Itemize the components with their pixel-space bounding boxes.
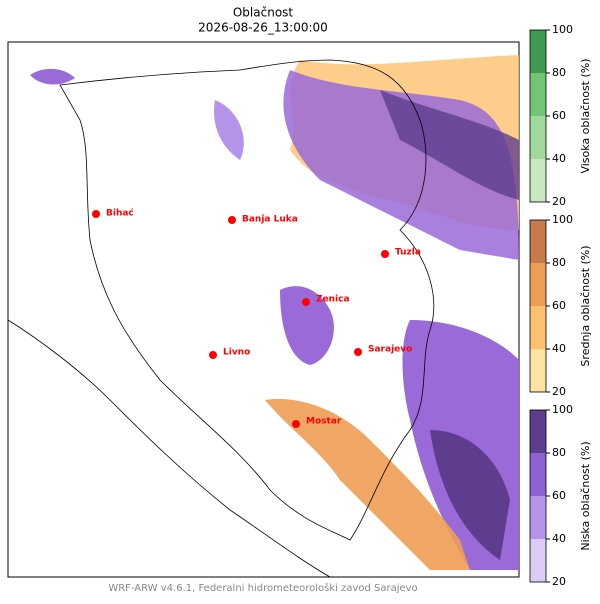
footer: WRF-ARW v4.6.1, Federalni hidrometeorolo… xyxy=(108,582,417,594)
colorbar-tick-label: 100 xyxy=(552,403,573,416)
colorbar-tick-label: 40 xyxy=(552,342,566,355)
title: Oblačnost xyxy=(233,6,294,20)
colorbar-band xyxy=(530,539,546,582)
colorbar-band xyxy=(530,220,546,263)
city-marker xyxy=(92,210,100,218)
colorbar-band xyxy=(530,116,546,159)
city-label: Sarajevo xyxy=(368,345,412,355)
city-marker xyxy=(292,420,300,428)
colorbar-tick-label: 40 xyxy=(552,532,566,545)
colorbar-tick-label: 80 xyxy=(552,446,566,459)
low-cloud-dense xyxy=(430,430,510,560)
city-marker xyxy=(302,298,310,306)
colorbar-tick-label: 60 xyxy=(552,109,566,122)
colorbar-tick-label: 20 xyxy=(552,575,566,588)
low-cloud-dense xyxy=(380,90,519,200)
colorbar-tick-label: 60 xyxy=(552,489,566,502)
city-marker xyxy=(228,216,236,224)
city-label: Mostar xyxy=(306,417,342,427)
colorbar-tick-label: 80 xyxy=(552,256,566,269)
colorbar-band xyxy=(530,496,546,539)
colorbar-band xyxy=(530,159,546,202)
city-marker xyxy=(381,250,389,258)
low-cloud xyxy=(30,68,75,85)
colorbar-band xyxy=(530,73,546,116)
colorbar-band xyxy=(530,453,546,496)
colorbar-tick-label: 100 xyxy=(552,213,573,226)
colorbar-band xyxy=(530,263,546,306)
colorbar-tick-label: 80 xyxy=(552,66,566,79)
colorbar-tick-label: 60 xyxy=(552,299,566,312)
colorbar-band xyxy=(530,410,546,453)
map-area xyxy=(7,41,520,578)
colorbar-band xyxy=(530,30,546,73)
colorbar-band xyxy=(530,306,546,349)
low-cloud xyxy=(214,100,244,160)
colorbar-label: Srednja oblačnost (%) xyxy=(579,245,592,366)
colorbar-tick-label: 20 xyxy=(552,385,566,398)
coastline xyxy=(7,319,331,578)
city-label: Tuzla xyxy=(395,248,421,258)
city-marker xyxy=(209,351,217,359)
colorbar-tick-label: 40 xyxy=(552,152,566,165)
mid-cloud xyxy=(265,399,470,570)
border xyxy=(59,59,435,541)
city-marker xyxy=(354,348,362,356)
subtitle: 2026-08-26_13:00:00 xyxy=(198,21,328,35)
city-label: Zenica xyxy=(316,295,350,305)
city-label: Livno xyxy=(223,348,250,358)
city-label: Bihać xyxy=(106,208,134,219)
low-cloud xyxy=(280,286,334,365)
colorbar-tick-label: 100 xyxy=(552,23,573,36)
colorbar-label: Niska oblačnost (%) xyxy=(579,441,592,550)
colorbar-band xyxy=(530,349,546,392)
cities: Bihać Banja Luka Tuzla Zenica Livno Sara… xyxy=(92,208,421,428)
colorbar-label: Visoka oblačnost (%) xyxy=(579,58,592,173)
city-label: Banja Luka xyxy=(242,215,298,225)
colorbar-tick-label: 20 xyxy=(552,195,566,208)
